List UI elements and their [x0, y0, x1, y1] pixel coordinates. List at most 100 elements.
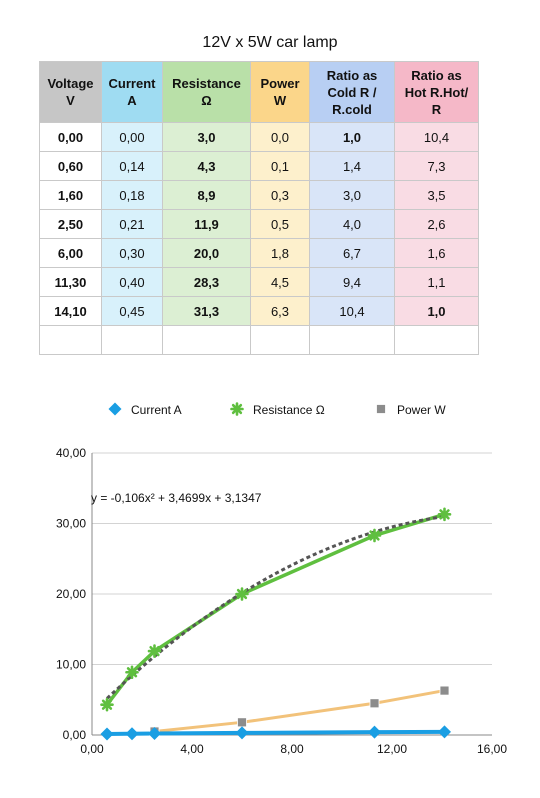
column-header-5: Ratio as Hot R.Hot/R [394, 61, 479, 123]
table-cell: 11,30 [39, 267, 102, 297]
y-tick-label: 20,00 [56, 587, 86, 601]
column-header-line: Resistance [172, 76, 241, 91]
table-cell: 10,4 [394, 122, 479, 152]
table-cell: 1,4 [309, 151, 395, 181]
y-tick-label: 40,00 [56, 446, 86, 460]
y-tick-label: 30,00 [56, 517, 86, 531]
table-cell: 6,3 [250, 296, 310, 326]
legend-resistance-marker [230, 402, 244, 416]
table-cell: 0,3 [250, 180, 310, 210]
page-title: 12V x 5W car lamp [202, 34, 338, 51]
power-data-point [439, 685, 450, 696]
resistance-series-line [105, 512, 447, 707]
chart: 0,00 10,00 20,00 30,00 40,00 0,00 4,00 8,00 12,0… [56, 402, 507, 756]
trendline-equation: y = -0,106x² + 3,4699x + 3,1347 [91, 491, 262, 505]
table-cell: 1,8 [250, 238, 310, 268]
table-cell-empty [394, 325, 479, 355]
column-header-3: Power W [250, 61, 310, 123]
table-row: 11,30 0,40 28,3 4,5 9,4 1,1 [39, 267, 479, 297]
column-header-line: W [273, 93, 287, 108]
table-cell: 3,0 [309, 180, 395, 210]
table-row: 0,60 0,14 4,3 0,1 1,4 7,3 [39, 151, 479, 181]
column-header-line: R [431, 101, 442, 117]
table-cell: 4,5 [250, 267, 310, 297]
table-cell: 0,0 [250, 122, 310, 152]
current-data-point [368, 725, 381, 739]
table-cell: 0,40 [101, 267, 163, 297]
table-cell-empty [309, 325, 395, 355]
table-row: 0,00 0,00 3,0 0,0 1,0 10,4 [39, 122, 479, 152]
x-tick-label: 16,00 [477, 742, 507, 756]
column-header-line: Ratio as [411, 67, 462, 83]
table-header-row: Voltage V Current A Resistance Ω Power W Ratio a… [39, 61, 479, 123]
current-data-point [148, 727, 161, 741]
table-cell: 2,6 [394, 209, 479, 239]
column-header-line: Cold R / [327, 84, 377, 100]
resistance-data-point [100, 697, 114, 712]
column-header-line: Ratio as [326, 67, 378, 83]
x-tick-label: 8,00 [280, 742, 304, 756]
table-row: 1,60 0,18 8,9 0,3 3,0 3,5 [39, 180, 479, 210]
power-data-point [237, 717, 247, 728]
table-cell: 1,0 [309, 122, 395, 152]
table-cell: 0,18 [101, 180, 163, 210]
column-header-line: Power [260, 76, 300, 91]
column-header-line: V [66, 93, 75, 108]
column-header-2: Resistance Ω [162, 61, 251, 123]
table-cell: 9,4 [309, 267, 395, 297]
table-cell: 0,00 [39, 122, 102, 152]
table-cell: 2,50 [39, 209, 102, 239]
table-cell: 3,0 [162, 122, 251, 152]
y-tick-label: 0,00 [63, 728, 87, 742]
resistance-data-point [437, 507, 452, 522]
table-cell: 0,00 [101, 122, 163, 152]
legend-resistance-label: Resistance Ω [253, 403, 325, 417]
table-cell: 10,4 [309, 296, 395, 326]
resistance-data-point [125, 665, 139, 680]
table-cell-empty [162, 325, 251, 355]
table-cell: 1,6 [394, 238, 479, 268]
column-header-line: A [127, 93, 137, 108]
current-data-point [100, 727, 114, 741]
table-row: 14,10 0,45 31,3 6,3 10,4 1,0 [39, 296, 479, 326]
table-cell: 0,30 [101, 238, 163, 268]
table-cell: 4,0 [309, 209, 395, 239]
legend-current-label: Current A [131, 403, 182, 417]
table-cell: 0,60 [39, 151, 102, 181]
y-tick-label: 10,00 [56, 658, 86, 672]
table-cell: 0,45 [101, 296, 163, 326]
table-cell: 1,60 [39, 180, 102, 210]
table-cell-empty [250, 325, 310, 355]
column-header-line: Hot R.Hot/ [404, 84, 469, 100]
table-cell-empty [101, 325, 163, 355]
column-header-line: Current [108, 76, 156, 91]
table-cell-empty [39, 325, 102, 355]
table-cell: 1,0 [394, 296, 479, 326]
x-tick-label: 4,00 [180, 742, 204, 756]
column-header-0: Voltage V [39, 61, 102, 123]
table-cell: 7,3 [394, 151, 479, 181]
power-data-point [369, 698, 380, 709]
table-cell: 3,5 [394, 180, 479, 210]
table-row-empty [39, 325, 479, 355]
table-row: 2,50 0,21 11,9 0,5 4,0 2,6 [39, 209, 479, 239]
legend-power-marker [376, 404, 386, 414]
power-series-line [153, 689, 446, 733]
table-cell: 8,9 [162, 180, 251, 210]
table-row: 6,00 0,30 20,0 1,8 6,7 1,6 [39, 238, 479, 268]
current-data-point [235, 726, 249, 740]
lamp-data-table: Voltage V Current A Resistance Ω Power W Ratio a… [39, 61, 479, 355]
table-cell: 14,10 [39, 296, 102, 326]
resistance-data-point [147, 644, 162, 658]
column-header-1: Current A [101, 61, 163, 123]
table-cell: 0,14 [101, 151, 163, 181]
table-body: 0,00 0,00 3,0 0,0 1,0 10,4 0,60 0,14 4,3 0,1 1,4 7,… [39, 122, 479, 355]
column-header-line: R.cold [332, 101, 372, 117]
table-cell: 31,3 [162, 296, 251, 326]
legend-current-marker [108, 402, 122, 416]
x-tick-label: 0,00 [80, 742, 104, 756]
table-cell: 1,1 [394, 267, 479, 297]
table-cell: 6,7 [309, 238, 395, 268]
table-cell: 6,00 [39, 238, 102, 268]
column-header-line: Voltage [47, 76, 94, 91]
